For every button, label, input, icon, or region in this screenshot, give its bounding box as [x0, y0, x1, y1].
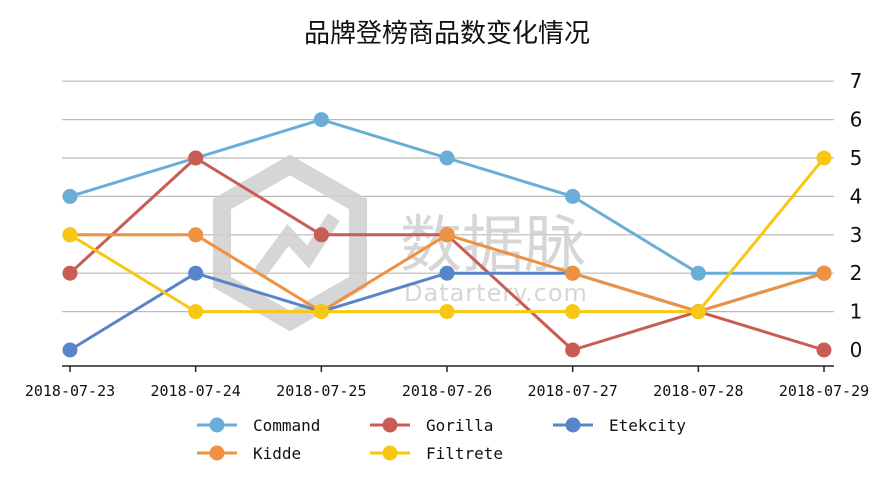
x-tick-label: 2018-07-29	[779, 382, 869, 400]
y-tick-label: 0	[850, 338, 863, 362]
data-point	[188, 265, 204, 281]
y-tick-label: 6	[850, 108, 863, 132]
data-point	[439, 265, 455, 281]
x-tick-label: 2018-07-27	[528, 382, 618, 400]
legend-swatch-marker	[209, 445, 225, 461]
data-point	[565, 342, 581, 358]
data-point	[62, 342, 78, 358]
legend-label: Filtrete	[426, 444, 503, 463]
legend-swatch-marker	[209, 417, 225, 433]
legend-label: Etekcity	[609, 416, 686, 435]
series-lines	[62, 112, 832, 358]
data-point	[816, 342, 832, 358]
data-point	[565, 304, 581, 320]
data-point	[188, 150, 204, 166]
chart-title: 品牌登榜商品数变化情况	[304, 19, 590, 49]
legend-item: Kidde	[197, 444, 301, 463]
y-tick-label: 4	[850, 184, 863, 208]
x-tick-label: 2018-07-25	[276, 382, 366, 400]
y-tick-label: 7	[850, 69, 863, 93]
x-tick-label: 2018-07-26	[402, 382, 492, 400]
series-filtrete	[62, 150, 832, 320]
data-point	[439, 150, 455, 166]
data-point	[62, 265, 78, 281]
legend-item: Filtrete	[370, 444, 503, 463]
data-point	[816, 265, 832, 281]
watermark-logo-icon	[213, 154, 367, 332]
data-point	[565, 265, 581, 281]
data-point	[565, 188, 581, 204]
data-point	[313, 227, 329, 243]
watermark-subtext: Datartery.com	[404, 279, 588, 307]
x-tick-label: 2018-07-28	[653, 382, 743, 400]
data-point	[313, 112, 329, 128]
y-tick-label: 1	[850, 300, 863, 324]
data-point	[690, 265, 706, 281]
legend-swatch-marker	[565, 417, 581, 433]
legend-item: Gorilla	[370, 416, 493, 435]
legend-label: Command	[253, 416, 320, 435]
data-point	[188, 304, 204, 320]
legend-label: Kidde	[253, 444, 301, 463]
y-tick-label: 5	[850, 146, 863, 170]
data-point	[313, 304, 329, 320]
legend-swatch-marker	[382, 417, 398, 433]
data-point	[62, 227, 78, 243]
data-point	[62, 188, 78, 204]
data-point	[816, 150, 832, 166]
legend: Command Gorilla Etekcity Kidde Filtrete	[197, 416, 686, 463]
data-point	[439, 304, 455, 320]
x-tick-labels: 2018-07-23 2018-07-24 2018-07-25 2018-07-26…	[25, 382, 869, 400]
x-tick-label: 2018-07-24	[151, 382, 241, 400]
x-tick-label: 2018-07-23	[25, 382, 115, 400]
data-point	[188, 227, 204, 243]
y-tick-labels: 0 1 2 3 4 5 6 7	[850, 69, 863, 362]
data-point	[690, 304, 706, 320]
y-tick-label: 2	[850, 261, 863, 285]
legend-item: Command	[197, 416, 320, 435]
legend-swatch-marker	[382, 445, 398, 461]
legend-item: Etekcity	[553, 416, 686, 435]
data-point	[439, 227, 455, 243]
y-tick-label: 3	[850, 223, 863, 247]
legend-label: Gorilla	[426, 416, 493, 435]
axes	[62, 365, 834, 372]
